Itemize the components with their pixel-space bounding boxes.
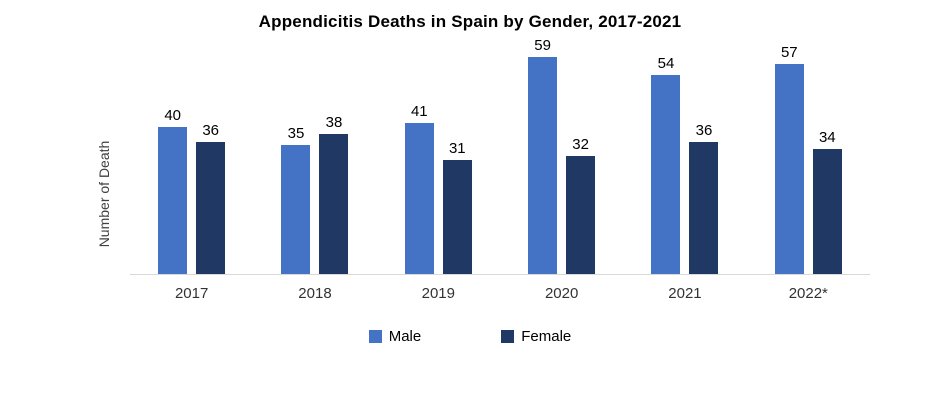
bar-group: 40 36 [130, 46, 253, 274]
bar-female [566, 156, 596, 274]
value-label: 57 [780, 44, 798, 61]
chart-title: Appendicitis Deaths in Spain by Gender, … [258, 12, 682, 31]
bar-column-female: 36 [689, 122, 719, 274]
bar-column-male: 41 [404, 103, 434, 274]
bar-female [812, 149, 842, 274]
legend-swatch-female [501, 330, 515, 343]
bar-column-female: 31 [442, 140, 472, 274]
bar-column-female: 36 [196, 122, 226, 274]
x-tick-label: 2017 [174, 285, 209, 302]
legend-label-female: Female [521, 328, 572, 345]
bar-male [404, 123, 434, 274]
value-label: 32 [572, 136, 589, 153]
bar-column-male: 40 [158, 107, 188, 274]
bar-group: 54 36 [623, 46, 746, 274]
bar-column-male: 35 [281, 125, 311, 274]
chart-legend: Male Female [0, 328, 940, 345]
bar-female [319, 134, 349, 274]
value-label: 54 [657, 55, 675, 72]
bar-column-male: 57 [774, 44, 804, 274]
bar-column-male: 54 [651, 55, 681, 274]
bar-female [442, 160, 472, 274]
bar-male [528, 57, 558, 274]
bar-group: 59 32 [500, 38, 623, 274]
bar-male [774, 64, 804, 274]
value-label: 38 [325, 114, 343, 131]
value-label: 35 [287, 125, 305, 142]
bar-group: 57 34 [747, 44, 870, 274]
value-label: 40 [164, 107, 181, 124]
bar-group: 35 38 [253, 46, 376, 274]
value-label: 59 [534, 37, 551, 54]
x-axis-line [130, 274, 870, 275]
bar-column-female: 38 [319, 114, 349, 274]
bar-column-female: 32 [566, 136, 596, 274]
y-axis-label: Number of Death [96, 140, 112, 248]
bar-male [281, 145, 311, 274]
legend-swatch-male [368, 330, 382, 343]
plot-area: 40 36 35 38 41 31 59 32 54 36 57 34 2017 2018 2019 202… [130, 38, 870, 302]
bar-male [158, 127, 188, 274]
x-tick-label: 2018 [298, 285, 332, 302]
legend-label-male: Male [388, 328, 422, 345]
bar-column-male: 59 [528, 37, 558, 274]
legend-item-male: Male [368, 328, 422, 345]
x-tick-label: 2021 [668, 285, 702, 302]
value-label: 31 [448, 140, 466, 157]
value-label: 36 [695, 122, 713, 139]
value-label: 36 [202, 122, 219, 139]
bar-group: 41 31 [377, 46, 500, 274]
bar-female [689, 142, 719, 274]
bar-female [196, 142, 226, 274]
value-label: 34 [818, 129, 836, 146]
x-axis-tick-labels: 2017 2018 2019 2020 2021 2022* [130, 285, 870, 302]
bar-male [651, 75, 681, 274]
x-tick-label: 2020 [544, 285, 579, 302]
value-label: 41 [410, 103, 428, 120]
x-tick-label: 2019 [421, 285, 455, 302]
chart-body: Number of Death 40 36 35 38 41 31 59 32 54 36 57 34… [0, 38, 940, 302]
bar-column-female: 34 [812, 129, 842, 274]
x-tick-label: 2022* [788, 285, 828, 302]
bar-groups: 40 36 35 38 41 31 59 32 54 36 57 34 [130, 38, 870, 274]
legend-item-female: Female [501, 328, 571, 345]
